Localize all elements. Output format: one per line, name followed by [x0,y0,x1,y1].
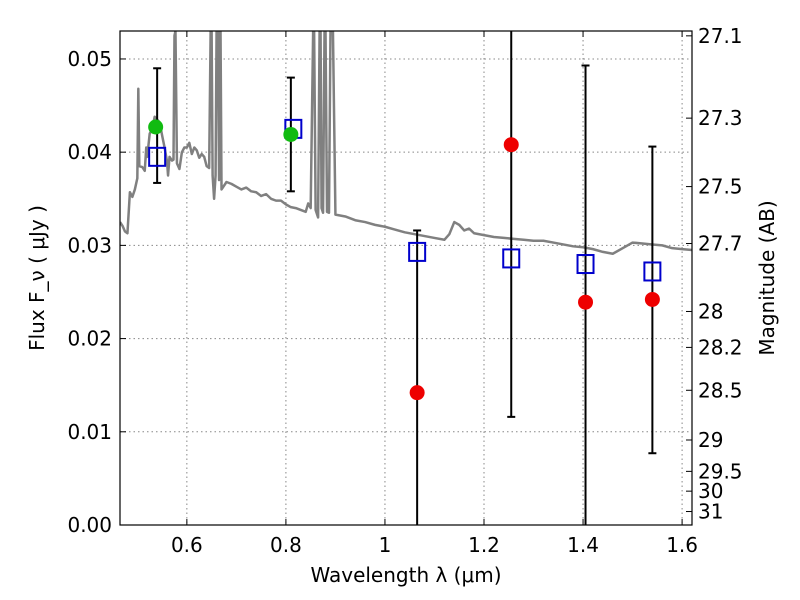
y2-tick-label: 28 [698,299,723,323]
model-point-square [576,254,595,275]
grid-lines [120,31,692,525]
red-data-point [578,294,594,310]
y-tick-label: 0.05 [67,47,112,71]
green-data-point [148,119,164,135]
plot-area [120,31,692,525]
y-tick-label: 0.01 [67,420,112,444]
y2-tick-label: 27.7 [698,232,743,256]
x-axis-title: Wavelength λ (μm) [310,563,501,587]
x-tick-label: 1.4 [567,533,599,557]
model-spectrum-line [120,31,692,256]
y2-axis-title: Magnitude (AB) [755,200,779,355]
model-point-square [148,146,167,167]
y2-tick-label: 28.5 [698,378,743,402]
y-axis-title: Flux F_ν ( μJy ) [25,205,49,351]
y2-tick-label: 29 [698,428,723,452]
green-data-point [283,126,299,142]
y-tick-label: 0.00 [67,513,112,537]
y2-tick-label: 31 [698,500,723,524]
y2-tick-label: 27.3 [698,106,743,130]
y2-tick-label: 30 [698,479,723,503]
red-data-point [503,137,519,153]
y2-tick-label: 27.1 [698,24,743,48]
x-tick-label: 0.6 [171,533,203,557]
axes: 0.6 0.8 1 1.2 1.4 1.6 0.00 0.01 0.02 0.03 0.04 0.05… [67,24,742,557]
x-tick-label: 1.6 [666,533,698,557]
model-point-square [643,261,662,282]
y2-tick-label: 28.2 [698,335,743,359]
x-tick-label: 1.2 [468,533,500,557]
y-tick-label: 0.03 [67,233,112,257]
y-tick-label: 0.02 [67,327,112,351]
y2-tick-label: 27.5 [698,175,743,199]
red-data-point [644,291,660,307]
y-tick-label: 0.04 [67,140,112,164]
model-point-square [408,241,427,262]
red-data-point [409,385,425,401]
x-tick-label: 1 [379,533,392,557]
x-tick-label: 0.8 [270,533,302,557]
plot-frame [119,30,693,526]
series-group [120,31,692,256]
y2-tick-label: 29.5 [698,459,743,483]
model-point-square [502,248,521,269]
